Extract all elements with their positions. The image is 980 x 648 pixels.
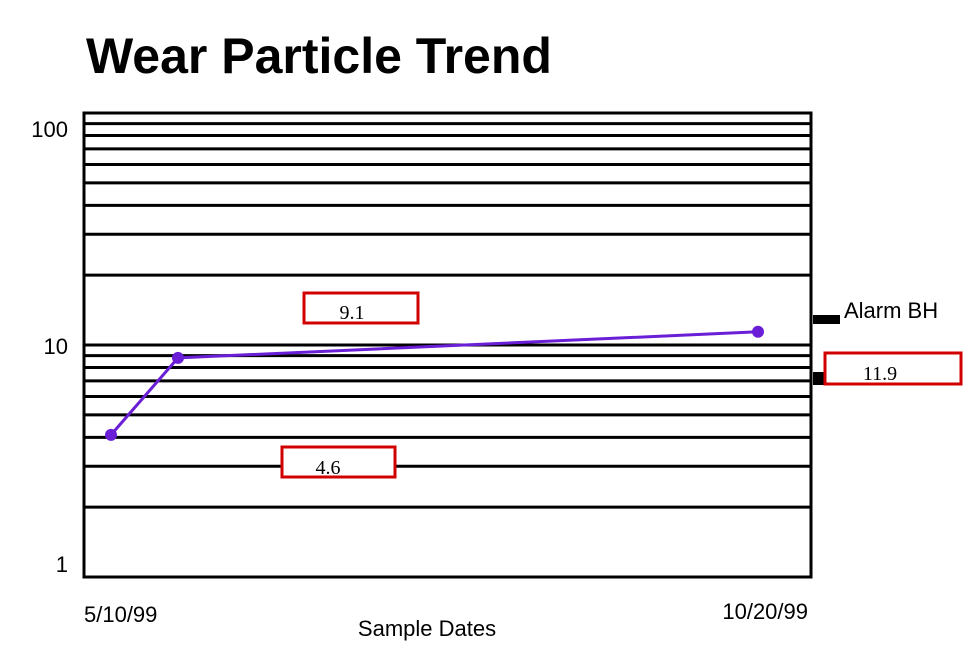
annotation-text-11-9: 11.9 bbox=[863, 363, 897, 385]
annotation-box-4-6: 4.6 bbox=[280, 445, 397, 479]
annotation-box-11-9: 11.9 bbox=[823, 351, 963, 386]
series-line bbox=[109, 330, 759, 436]
gridlines bbox=[84, 111, 811, 509]
data-series bbox=[105, 325, 764, 441]
alarm-label: Alarm BH bbox=[844, 298, 938, 323]
y-tick-label-10: 10 bbox=[44, 334, 68, 359]
x-tick-label-start: 5/10/99 bbox=[84, 602, 157, 627]
annotation-text-9-1: 9.1 bbox=[340, 302, 365, 324]
y-tick-label-100: 100 bbox=[31, 117, 68, 142]
data-point bbox=[172, 351, 184, 364]
chart-title: Wear Particle Trend bbox=[86, 28, 552, 84]
y-tick-label-1: 1 bbox=[56, 552, 68, 577]
annotation-text-4-6: 4.6 bbox=[316, 457, 341, 479]
alarm-marker bbox=[813, 315, 840, 324]
plot-frame bbox=[82, 111, 813, 579]
data-point bbox=[752, 325, 764, 338]
x-axis-label: Sample Dates bbox=[358, 616, 496, 641]
data-point bbox=[105, 428, 117, 441]
annotation-box-9-1: 9.1 bbox=[302, 291, 420, 325]
x-tick-label-end: 10/20/99 bbox=[722, 599, 808, 624]
